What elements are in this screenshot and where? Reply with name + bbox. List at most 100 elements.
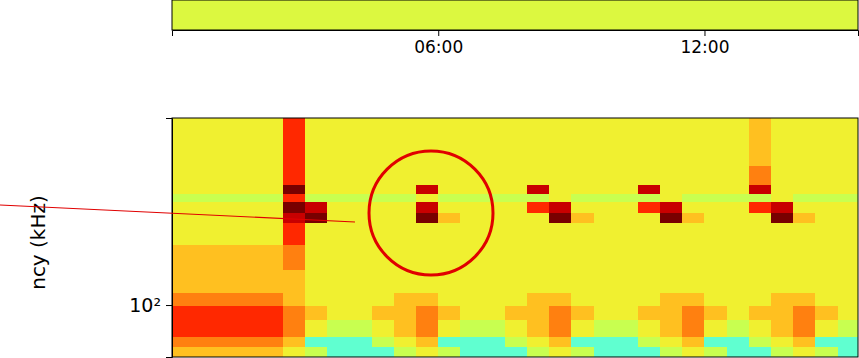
heatmap-cell — [682, 245, 705, 271]
heatmap-cell — [704, 347, 727, 357]
heatmap-cell — [460, 293, 483, 306]
heatmap-cell — [594, 212, 617, 222]
heatmap-cell — [616, 185, 639, 195]
heatmap-cell — [660, 201, 683, 213]
heatmap-cell — [349, 347, 372, 357]
heatmap-cell — [460, 118, 483, 166]
heatmap-cell — [394, 319, 417, 336]
heatmap-cell — [216, 347, 239, 357]
heatmap-cell — [793, 222, 816, 245]
heatmap-cell — [749, 319, 772, 336]
heatmap-cell — [682, 212, 705, 222]
heatmap-cell — [349, 305, 372, 320]
heatmap-cell — [793, 336, 816, 347]
heatmap-cell — [505, 347, 528, 357]
heatmap-cell — [594, 347, 617, 357]
heatmap-cell — [704, 201, 727, 213]
heatmap-cell — [793, 270, 816, 294]
heatmap-cell — [283, 270, 306, 294]
heatmap-cell — [660, 270, 683, 294]
heatmap-cell — [438, 319, 461, 336]
heatmap-cell — [172, 201, 195, 213]
heatmap-cell — [505, 185, 528, 195]
heatmap-cell — [793, 319, 816, 336]
heatmap-cell — [216, 165, 239, 185]
heatmap-cell — [305, 118, 328, 166]
heatmap-cell — [349, 185, 372, 195]
heatmap-cell — [594, 201, 617, 213]
heatmap-cell — [349, 118, 372, 166]
heatmap-cell — [172, 118, 195, 166]
heatmap-cell — [638, 293, 661, 306]
heatmap-cell — [571, 222, 594, 245]
heatmap-cell — [261, 347, 284, 357]
heatmap-cell — [172, 185, 195, 195]
heatmap-cell — [261, 0, 284, 30]
annotation-line — [0, 205, 355, 222]
heatmap-cell — [682, 305, 705, 320]
heatmap-cell — [372, 194, 395, 202]
heatmap-cell — [194, 305, 217, 320]
heatmap-cell — [194, 347, 217, 357]
heatmap-cell — [771, 0, 794, 30]
heatmap-cell — [527, 245, 550, 271]
heatmap-cell — [349, 165, 372, 185]
heatmap-cell — [616, 212, 639, 222]
heatmap-cell — [771, 319, 794, 336]
heatmap-cell — [349, 293, 372, 306]
heatmap-cell — [704, 336, 727, 347]
heatmap-cell — [239, 185, 262, 195]
heatmap-cell — [594, 185, 617, 195]
heatmap-cell — [327, 270, 350, 294]
heatmap-cell — [638, 194, 661, 202]
heatmap-cell — [616, 270, 639, 294]
heatmap-cell — [394, 194, 417, 202]
heatmap-cell — [416, 194, 439, 202]
heatmap-cell — [771, 293, 794, 306]
heatmap-cell — [283, 201, 306, 213]
heatmap-cell — [416, 319, 439, 336]
heatmap-cell — [749, 347, 772, 357]
heatmap-cell — [682, 201, 705, 213]
heatmap-cell — [749, 270, 772, 294]
heatmap-cell — [838, 305, 858, 320]
heatmap-cell — [682, 185, 705, 195]
heatmap-cell — [505, 194, 528, 202]
heatmap-cell — [704, 270, 727, 294]
heatmap-cell — [638, 245, 661, 271]
heatmap-cell — [327, 245, 350, 271]
heatmap-cell — [727, 165, 750, 185]
heatmap-cell — [727, 319, 750, 336]
heatmap-cell — [239, 201, 262, 213]
heatmap-cell — [460, 212, 483, 222]
heatmap-cell — [239, 347, 262, 357]
heatmap-cell — [194, 0, 217, 30]
heatmap-cell — [815, 201, 838, 213]
heatmap-cell — [460, 347, 483, 357]
heatmap-cell — [416, 347, 439, 357]
heatmap-cell — [815, 293, 838, 306]
heatmap-cell — [372, 201, 395, 213]
heatmap-cell — [349, 336, 372, 347]
heatmap-cell — [616, 222, 639, 245]
x-tick-mark — [704, 30, 705, 36]
heatmap-cell — [704, 212, 727, 222]
heatmap-cell — [460, 336, 483, 347]
heatmap-cell — [815, 212, 838, 222]
heatmap-cell — [483, 305, 506, 320]
heatmap-cell — [771, 270, 794, 294]
heatmap-cell — [349, 270, 372, 294]
heatmap-cell — [194, 165, 217, 185]
heatmap-cell — [327, 165, 350, 185]
heatmap-cell — [704, 185, 727, 195]
heatmap-cell — [216, 194, 239, 202]
heatmap-cell — [283, 118, 306, 166]
heatmap-cell — [394, 201, 417, 213]
heatmap-cell — [660, 165, 683, 185]
heatmap-cell — [438, 336, 461, 347]
heatmap-cell — [438, 201, 461, 213]
heatmap-cell — [194, 118, 217, 166]
heatmap-cell — [749, 201, 772, 213]
heatmap-cell — [505, 336, 528, 347]
heatmap-cell — [239, 222, 262, 245]
